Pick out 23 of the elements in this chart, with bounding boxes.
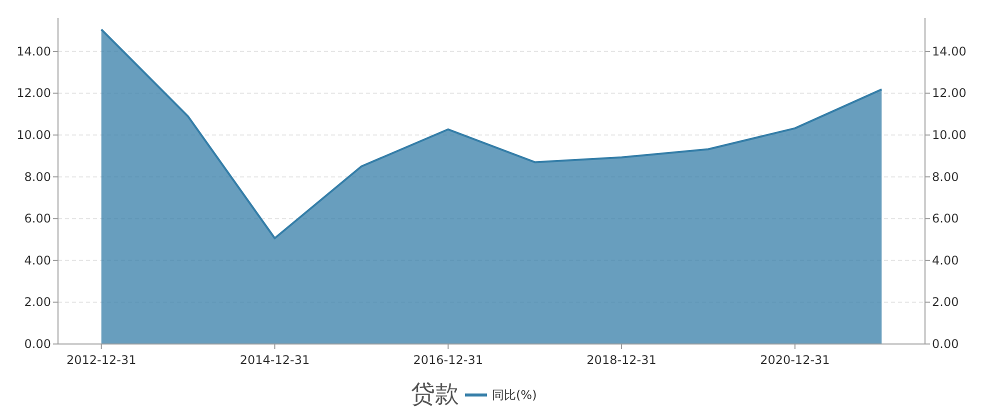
- y2-tick-label: 14.00: [932, 44, 966, 58]
- y2-tick-label: 2.00: [932, 295, 959, 310]
- x-tick-label: 2014-12-31: [240, 353, 310, 367]
- y-tick-label: 2.00: [24, 295, 51, 310]
- x-tick-label: 2012-12-31: [66, 353, 136, 367]
- y-tick-label: 10.00: [16, 128, 51, 142]
- y-tick-label: 6.00: [24, 212, 51, 226]
- y-tick-label: 8.00: [24, 170, 51, 184]
- x-tick-label: 2016-12-31: [413, 353, 484, 367]
- y2-tick-label: 0.00: [932, 337, 959, 351]
- y-tick-label: 14.00: [16, 44, 51, 58]
- x-tick-label: 2020-12-31: [760, 353, 830, 367]
- x-tick-label: 2018-12-31: [586, 353, 656, 367]
- y2-tick-label: 12.00: [932, 86, 966, 100]
- y2-tick-label: 4.00: [932, 253, 959, 268]
- y-tick-label: 0.00: [24, 337, 51, 351]
- y2-tick-label: 10.00: [932, 128, 966, 142]
- text: 贷款: [411, 380, 459, 408]
- legend-label: 同比(%): [492, 388, 537, 402]
- y-tick-label: 12.00: [16, 86, 51, 100]
- y2-tick-label: 8.00: [932, 170, 959, 184]
- y2-tick-label: 6.00: [932, 212, 959, 226]
- y-tick-label: 4.00: [24, 253, 51, 268]
